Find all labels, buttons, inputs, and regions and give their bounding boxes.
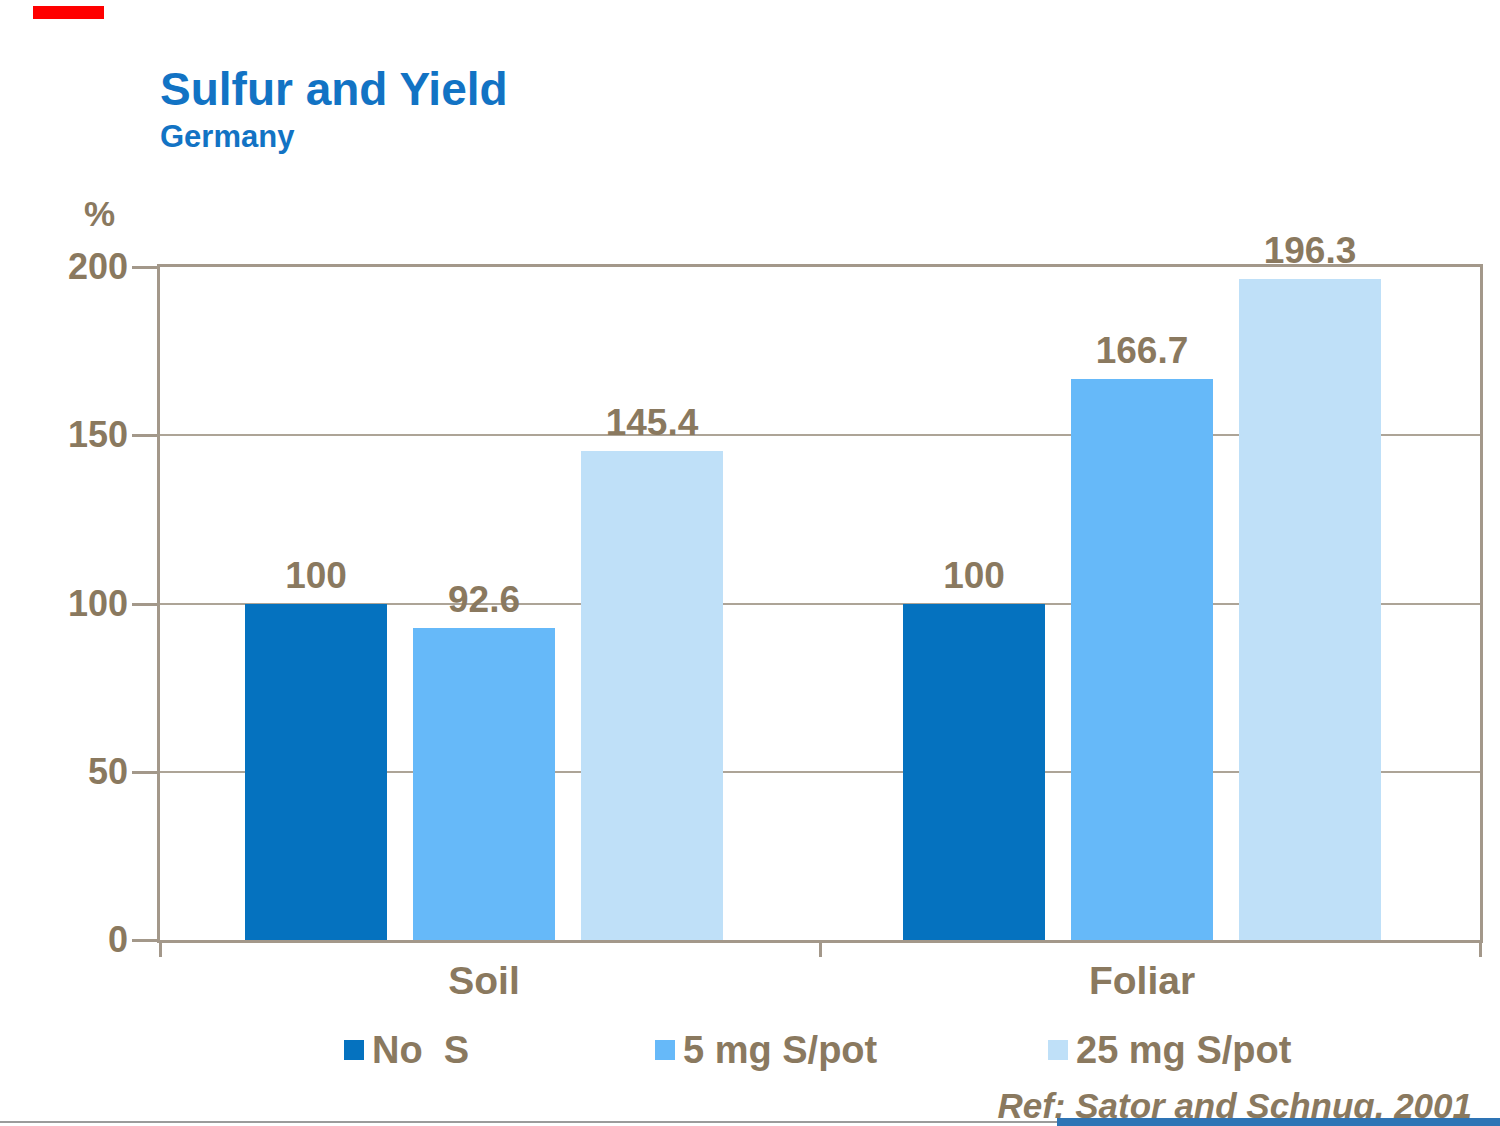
legend-label: 5 mg S/pot [683,1030,877,1070]
legend-swatch-icon [1048,1040,1068,1060]
legend: No S 5 mg S/pot 25 mg S/pot [0,0,1500,1126]
slide: Sulfur and Yield Germany % 050100150200 … [0,0,1500,1126]
legend-swatch-icon [344,1040,364,1060]
legend-swatch-icon [655,1040,675,1060]
legend-label: 25 mg S/pot [1076,1030,1291,1070]
legend-label: No S [372,1030,469,1070]
bottom-bar-blue [1057,1118,1500,1126]
